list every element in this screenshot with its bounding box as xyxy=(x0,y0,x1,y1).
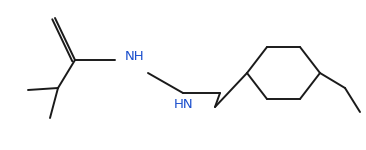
Text: HN: HN xyxy=(174,99,194,111)
Text: NH: NH xyxy=(125,51,145,63)
